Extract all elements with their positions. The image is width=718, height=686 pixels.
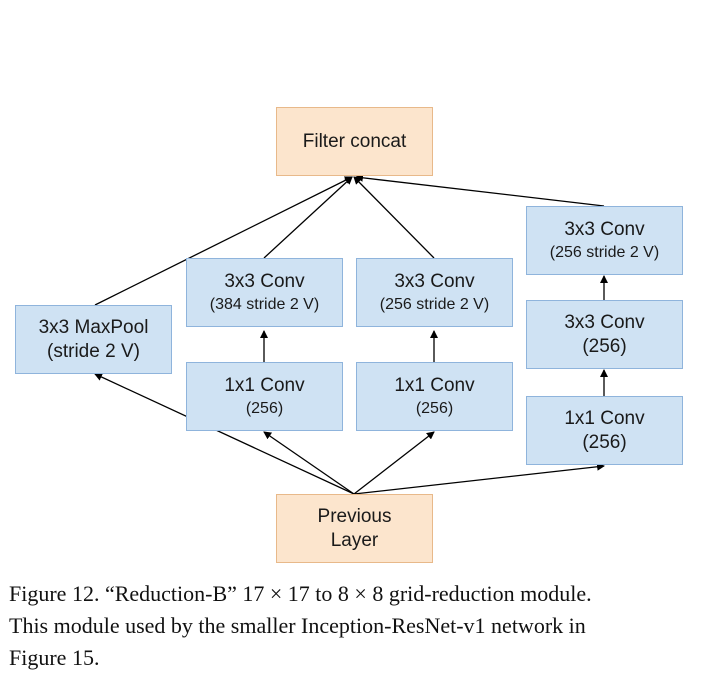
conv3x3-256b-params: (256 stride 2 V)	[549, 243, 660, 261]
conv3x3-256a-params: (256 stride 2 V)	[379, 295, 490, 313]
conv1x1-b-node: 1x1 Conv (256)	[356, 362, 513, 431]
edge-previous-to-conv1x1-c	[353, 462, 605, 495]
conv1x1-a-title: 1x1 Conv	[224, 374, 305, 396]
edge-previous-to-conv1x1-b	[353, 431, 435, 495]
conv3x3-256c-params: (256)	[582, 335, 627, 357]
maxpool-title: 3x3 MaxPool	[38, 316, 149, 338]
conv3x3-256a-node: 3x3 Conv (256 stride 2 V)	[356, 258, 513, 327]
conv1x1-a-params: (256)	[245, 399, 284, 417]
filter-concat-label: Filter concat	[302, 130, 407, 152]
edge-previous-to-maxpool	[94, 373, 355, 495]
previous-layer-node: Previous Layer	[276, 494, 433, 563]
conv1x1-c-params: (256)	[582, 431, 627, 453]
conv3x3-384-title: 3x3 Conv	[224, 270, 305, 292]
conv3x3-256c-title: 3x3 Conv	[564, 311, 645, 333]
conv1x1-b-params: (256)	[415, 399, 454, 417]
filter-concat-node: Filter concat	[276, 107, 433, 176]
conv3x3-256b-title: 3x3 Conv	[564, 218, 645, 240]
figure-caption: Figure 12. “Reduction-B” 17 × 17 to 8 × …	[9, 578, 709, 674]
caption-line-1: Figure 12. “Reduction-B” 17 × 17 to 8 × …	[9, 581, 592, 606]
caption-line-3: Figure 15.	[9, 645, 100, 670]
conv3x3-384-params: (384 stride 2 V)	[209, 295, 320, 313]
edge-conv3x3-256a-to-concat	[353, 176, 435, 259]
conv1x1-c-node: 1x1 Conv (256)	[526, 396, 683, 465]
conv1x1-b-title: 1x1 Conv	[394, 374, 475, 396]
previous-layer-line2: Layer	[330, 529, 379, 551]
conv3x3-256c-node: 3x3 Conv (256)	[526, 300, 683, 369]
reduction-b-diagram: Filter concat 3x3 MaxPool (stride 2 V) 3…	[15, 107, 683, 563]
maxpool-params: (stride 2 V)	[47, 340, 140, 362]
previous-layer-line1: Previous	[317, 505, 392, 527]
edge-conv3x3-256b-to-concat	[355, 173, 605, 207]
conv3x3-256b-node: 3x3 Conv (256 stride 2 V)	[526, 206, 683, 275]
conv3x3-384-node: 3x3 Conv (384 stride 2 V)	[186, 258, 343, 327]
edge-maxpool-to-concat	[94, 176, 353, 306]
edge-conv3x3-384-to-concat	[263, 176, 353, 259]
conv1x1-a-node: 1x1 Conv (256)	[186, 362, 343, 431]
conv3x3-256a-title: 3x3 Conv	[394, 270, 475, 292]
conv1x1-c-title: 1x1 Conv	[564, 407, 645, 429]
edge-previous-to-conv1x1-a	[263, 431, 355, 495]
maxpool-node: 3x3 MaxPool (stride 2 V)	[15, 305, 172, 374]
caption-line-2: This module used by the smaller Inceptio…	[9, 613, 586, 638]
diagram-edges	[94, 173, 608, 495]
